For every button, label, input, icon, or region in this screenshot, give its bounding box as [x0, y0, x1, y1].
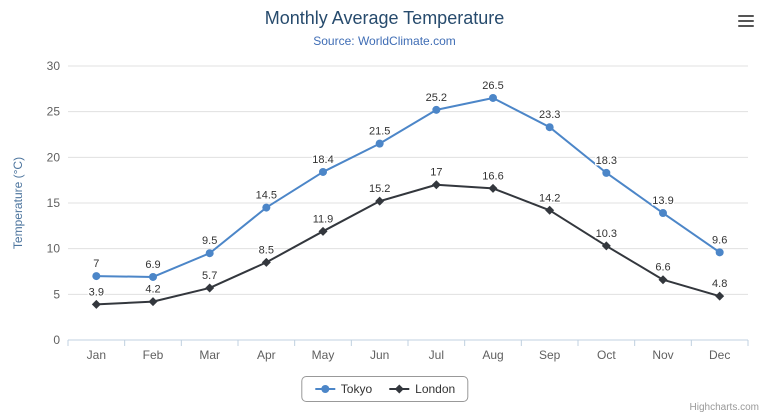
marker-london[interactable] — [601, 241, 611, 251]
marker-london[interactable] — [488, 183, 498, 193]
data-label: 6.6 — [655, 262, 670, 274]
data-label: 17 — [430, 167, 442, 179]
data-label: 9.5 — [202, 235, 217, 247]
data-label: 9.6 — [712, 234, 727, 246]
data-label: 6.9 — [145, 259, 160, 271]
hamburger-menu-icon — [738, 15, 754, 17]
marker-london[interactable] — [375, 196, 385, 206]
context-menu-button[interactable] — [735, 12, 757, 30]
data-label: 26.5 — [482, 80, 503, 92]
x-axis-label: Aug — [482, 348, 503, 362]
series-line-london — [96, 183, 720, 306]
legend-marker-icon — [389, 384, 410, 394]
series-line-tokyo — [96, 96, 721, 278]
data-label: 10.3 — [596, 228, 617, 240]
hamburger-menu-icon — [738, 20, 754, 22]
marker-london[interactable] — [261, 257, 271, 267]
data-label: 18.4 — [312, 154, 333, 166]
marker-tokyo[interactable] — [545, 123, 554, 132]
x-axis-label: Jul — [429, 348, 444, 362]
data-label: 11.9 — [313, 213, 334, 225]
data-label: 14.5 — [256, 190, 277, 202]
marker-tokyo[interactable] — [715, 248, 724, 257]
data-label: 8.5 — [259, 244, 274, 256]
y-axis-label: 25 — [47, 105, 61, 119]
data-label: 4.2 — [145, 284, 160, 296]
y-axis-label: 15 — [47, 196, 61, 210]
data-label: 13.9 — [652, 195, 673, 207]
data-label: 15.2 — [369, 183, 390, 195]
marker-tokyo[interactable] — [432, 105, 441, 114]
x-axis-label: Feb — [143, 348, 164, 362]
marker-london[interactable] — [205, 283, 215, 293]
marker-london[interactable] — [318, 226, 328, 236]
marker-tokyo[interactable] — [659, 209, 667, 218]
marker-tokyo[interactable] — [375, 139, 384, 148]
data-label: 18.3 — [596, 155, 617, 167]
data-label: 25.2 — [426, 92, 447, 104]
marker-tokyo[interactable] — [489, 93, 497, 102]
legend-label: Tokyo — [340, 382, 373, 396]
marker-london[interactable] — [545, 205, 555, 215]
marker-london[interactable] — [715, 291, 725, 301]
x-axis-label: Jun — [370, 348, 389, 362]
data-label: 23.3 — [539, 109, 560, 121]
marker-tokyo[interactable] — [319, 167, 327, 176]
y-axis-label: 0 — [53, 333, 60, 347]
x-axis-label: Nov — [652, 348, 673, 362]
x-axis-label: Apr — [257, 348, 276, 362]
data-label: 21.5 — [369, 126, 390, 138]
data-label: 14.2 — [539, 192, 560, 204]
chart-subtitle: Source: WorldClimate.com — [313, 34, 456, 48]
marker-london[interactable] — [431, 180, 441, 190]
marker-london[interactable] — [148, 297, 158, 307]
data-label: 4.8 — [712, 278, 727, 290]
marker-london[interactable] — [91, 299, 101, 309]
x-axis-label: May — [312, 348, 335, 362]
marker-tokyo[interactable] — [92, 272, 101, 281]
chart-title: Monthly Average Temperature — [264, 8, 505, 28]
y-axis-title: Temperature (°C) — [11, 157, 25, 249]
marker-tokyo[interactable] — [149, 272, 157, 281]
legend-label: London — [415, 382, 456, 396]
data-label: 16.6 — [482, 170, 503, 182]
highcharts-credit-link[interactable]: Highcharts.com — [689, 402, 759, 413]
x-axis-label: Oct — [597, 348, 616, 362]
marker-tokyo[interactable] — [205, 249, 214, 258]
y-axis-label: 10 — [47, 242, 61, 256]
y-axis-label: 5 — [53, 287, 60, 301]
y-axis-label: 30 — [47, 59, 61, 73]
y-axis-label: 20 — [47, 150, 61, 164]
x-axis-label: Mar — [199, 348, 220, 362]
marker-london[interactable] — [658, 275, 668, 285]
hamburger-menu-icon — [738, 25, 754, 27]
legend: Tokyo London — [300, 376, 469, 402]
x-axis-label: Jan — [87, 348, 106, 362]
x-axis-label: Sep — [539, 348, 561, 362]
legend-item-tokyo[interactable]: Tokyo — [314, 382, 372, 396]
legend-item-london[interactable]: London — [388, 382, 455, 396]
marker-tokyo[interactable] — [262, 203, 271, 212]
marker-tokyo[interactable] — [602, 168, 611, 177]
data-label: 7 — [93, 258, 99, 270]
data-label: 3.9 — [89, 286, 104, 298]
data-label: 5.7 — [202, 270, 217, 282]
x-axis-label: Dec — [709, 348, 730, 362]
legend-marker-icon — [314, 385, 335, 393]
